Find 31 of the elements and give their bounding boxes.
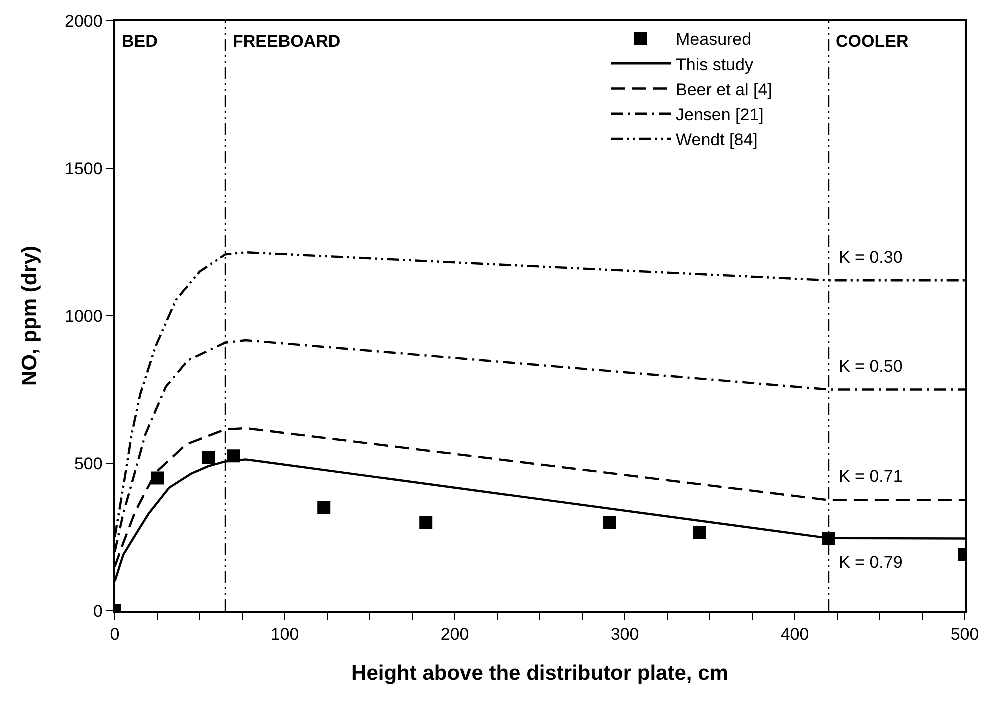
x-tick-label: 200 — [440, 625, 470, 644]
annotation: K = 0.71 — [839, 467, 903, 486]
x-axis-title: Height above the distributor plate, cm — [352, 662, 728, 685]
x-tick-label: 300 — [610, 625, 640, 644]
annotation: K = 0.50 — [839, 357, 903, 376]
legend-label: Measured — [676, 30, 752, 50]
annotation: BED — [122, 32, 158, 51]
point — [318, 501, 331, 514]
y-tick-label: 2000 — [65, 12, 103, 31]
point — [420, 516, 433, 529]
x-tick-label: 0 — [110, 625, 120, 644]
legend-label: Beer et al [4] — [676, 80, 772, 100]
y-tick-label: 500 — [74, 454, 103, 474]
point — [151, 472, 164, 485]
x-tick-label: 400 — [780, 625, 810, 644]
annotation: FREEBOARD — [233, 32, 341, 51]
legend-label: Jensen [21] — [676, 105, 764, 124]
x-tick-label: 500 — [950, 625, 980, 644]
x-tick-label: 100 — [270, 625, 300, 644]
legend-label: Wendt [84] — [676, 130, 758, 150]
point — [693, 526, 706, 540]
y-tick-label: 0 — [93, 602, 103, 621]
y-tick-label: 1500 — [65, 159, 103, 178]
annotation: COOLER — [836, 32, 909, 51]
legend-label: This study — [676, 55, 754, 74]
y-tick-label: 1000 — [65, 306, 103, 326]
point — [603, 516, 616, 529]
y-axis-title: NO, ppm (dry) — [18, 246, 42, 386]
point — [202, 451, 215, 464]
annotation: K = 0.79 — [839, 553, 903, 572]
annotation: K = 0.30 — [839, 248, 903, 267]
